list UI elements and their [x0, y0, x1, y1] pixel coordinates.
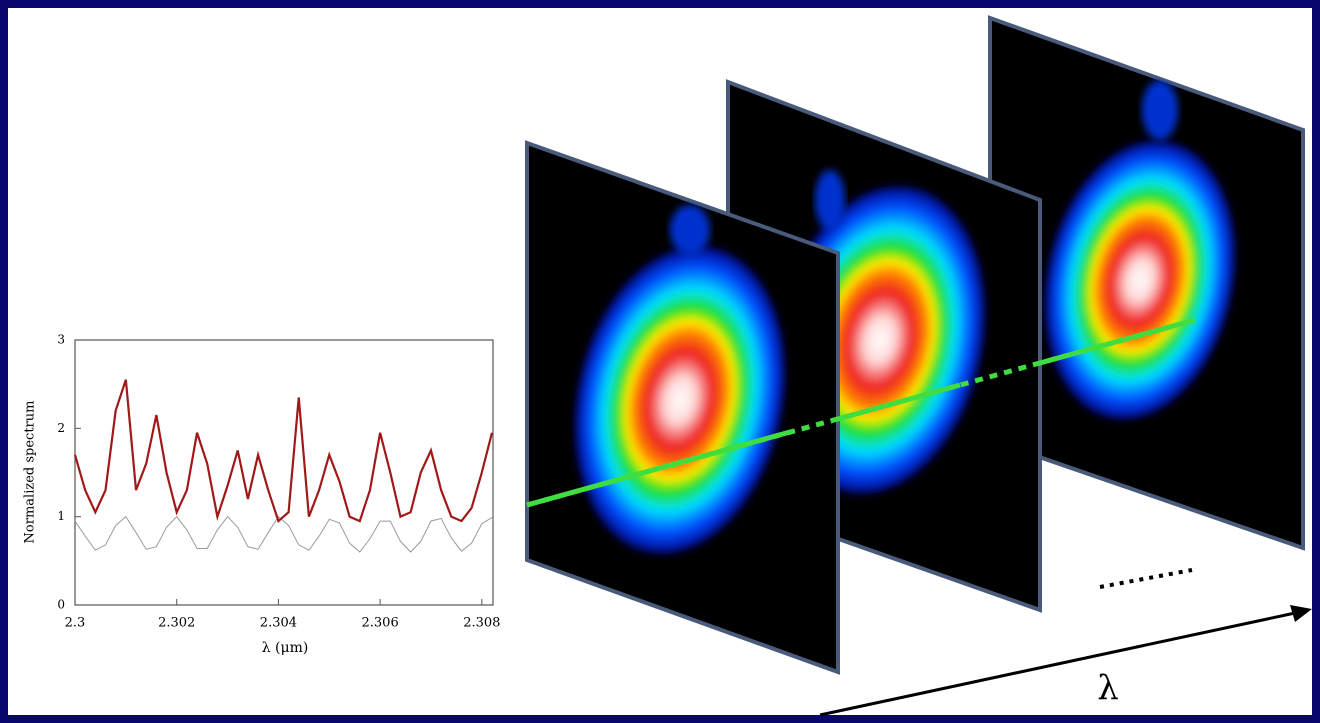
x-axis-label: λ (μm) — [262, 640, 309, 656]
y-tick-label: 3 — [57, 333, 65, 347]
y-tick-label: 0 — [57, 598, 65, 612]
x-tick-label: 2.3 — [65, 616, 86, 631]
x-tick-label: 2.308 — [463, 616, 500, 631]
page: λ λ (μm) Normalized spectrum 0 1 2 3 2.3 2.30… — [0, 0, 1320, 723]
y-tick-label: 1 — [57, 509, 65, 523]
y-axis-label: Normalized spectrum — [23, 401, 38, 544]
wavelength-label: λ — [1097, 668, 1119, 708]
x-tick-label: 2.304 — [260, 616, 297, 631]
figure: λ λ (μm) Normalized spectrum 0 1 2 3 2.3 2.30… — [0, 0, 1320, 723]
x-tick-label: 2.306 — [362, 616, 399, 631]
x-tick-label: 2.302 — [158, 616, 195, 631]
y-tick-label: 2 — [57, 421, 65, 435]
plot-frame — [75, 340, 493, 605]
